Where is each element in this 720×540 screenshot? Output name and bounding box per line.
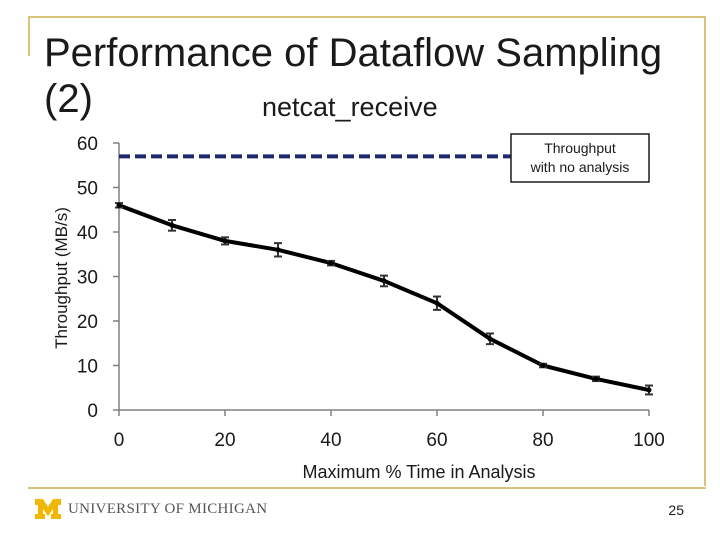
x-axis-label: Maximum % Time in Analysis (302, 462, 535, 482)
reference-line-group: Throughput with no analysis (119, 133, 650, 183)
x-tick-label: 100 (633, 430, 665, 451)
y-tick-label: 20 (77, 312, 98, 333)
y-tick-label: 30 (77, 268, 98, 289)
slide-title: Performance of Dataflow Sampling (2) (44, 31, 663, 121)
x-tick-label: 20 (214, 430, 235, 451)
data-point (487, 336, 493, 342)
page-number: 25 (668, 502, 684, 518)
x-tick-label: 0 (114, 430, 125, 451)
data-point (222, 238, 228, 244)
x-tick-label: 60 (426, 430, 447, 451)
footer-rule (28, 487, 706, 489)
data-point (540, 363, 546, 368)
data-point (646, 387, 652, 393)
y-tick-label: 10 (77, 357, 98, 378)
block-m-icon (35, 499, 61, 519)
university-logo: UNIVERSITY OF MICHIGAN (34, 494, 267, 524)
y-tick-label: 40 (77, 223, 98, 244)
chart-title: netcat_receive (262, 92, 438, 122)
reference-label: Throughput with no analysis (530, 140, 630, 175)
data-point (275, 247, 281, 253)
slide-frame-right (704, 16, 706, 486)
y-axis-label: Throughput (MB/s) (52, 207, 71, 349)
reference-label-box (510, 133, 650, 183)
data-point (593, 376, 599, 382)
x-tick-label: 80 (532, 430, 553, 451)
series-line (118, 203, 650, 392)
chart-axes: 0 10 20 30 40 50 60 0 20 40 60 80 100 (77, 134, 665, 451)
series-group (115, 202, 653, 396)
slide-frame-left (28, 16, 30, 56)
data-point (328, 260, 334, 266)
slide-frame-top (28, 16, 706, 18)
data-point (169, 222, 175, 228)
university-name: UNIVERSITY OF MICHIGAN (68, 500, 268, 517)
y-tick-label: 60 (77, 134, 98, 155)
y-tick-label: 0 (87, 401, 98, 422)
x-tick-label: 40 (320, 430, 341, 451)
data-point (116, 202, 122, 208)
data-point (381, 278, 387, 284)
y-tick-label: 50 (77, 179, 98, 200)
data-point (434, 300, 440, 306)
